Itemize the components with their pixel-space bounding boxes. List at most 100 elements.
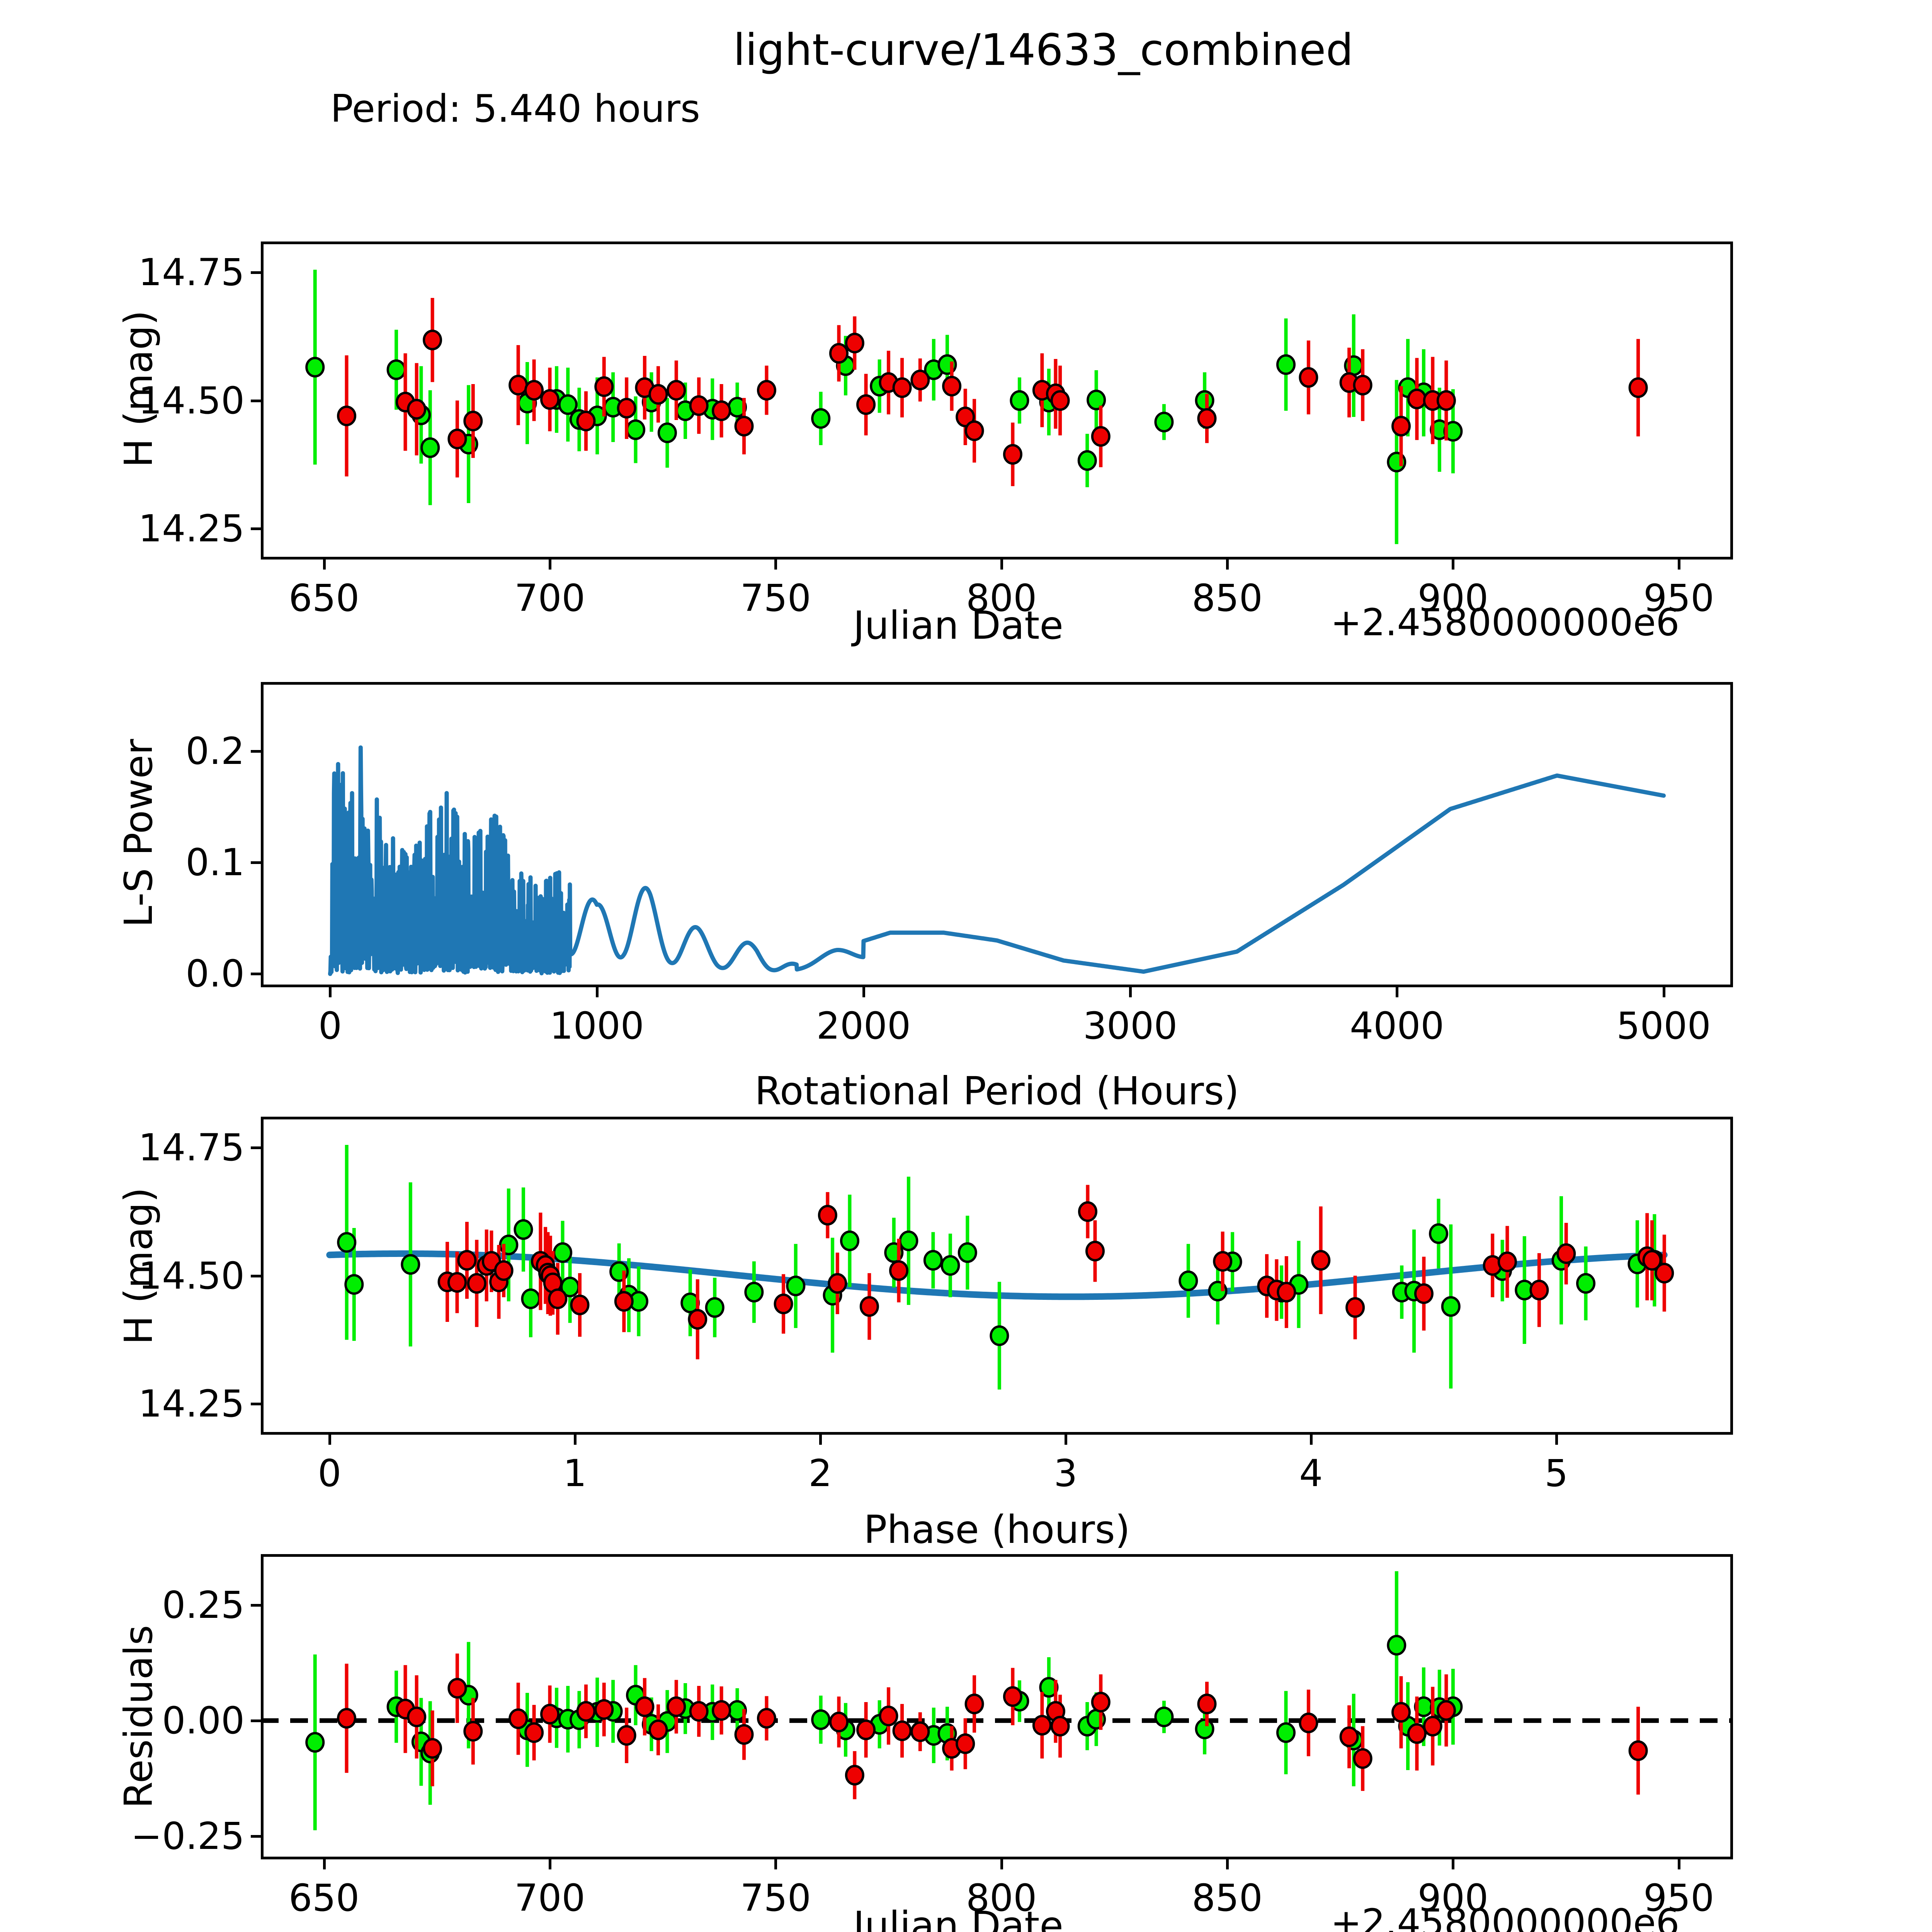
data-point [734, 416, 754, 437]
panel-residuals [261, 1554, 1733, 1859]
data-point [1299, 367, 1318, 388]
data-point [447, 1678, 467, 1699]
xtick-mark [1226, 560, 1229, 570]
data-point [576, 410, 596, 432]
series-green [337, 1145, 1664, 1390]
data-point [407, 399, 427, 420]
ytick-label: 14.50 [138, 379, 245, 422]
panel-phase-plot [326, 1145, 1674, 1390]
ytick-mark [251, 271, 261, 274]
data-point [1003, 444, 1022, 465]
data-point [879, 1706, 898, 1726]
data-point [386, 359, 406, 380]
panel-lightcurve-xlabel: Julian Date [853, 603, 1063, 648]
xtick-label: 900 [1417, 577, 1489, 620]
xtick-mark [1310, 1435, 1313, 1445]
data-point [521, 1288, 541, 1309]
data-point [1085, 1241, 1105, 1262]
xtick-label: 2 [808, 1452, 832, 1495]
xtick-label: 4 [1299, 1452, 1323, 1495]
data-point [648, 384, 668, 405]
panel-residuals-xlabel: Julian Date [853, 1903, 1063, 1932]
panel-lightcurve-plot [305, 270, 1648, 544]
data-point [1436, 1700, 1456, 1721]
data-point [828, 1273, 847, 1294]
panel-lightcurve [261, 242, 1733, 560]
xtick-label: 650 [288, 577, 360, 620]
xtick-label: 750 [740, 577, 811, 620]
xtick-mark [329, 987, 332, 997]
data-point [1154, 1706, 1174, 1728]
xtick-mark [1064, 1435, 1067, 1445]
panel-periodogram-frame [261, 682, 1733, 987]
data-point [956, 406, 975, 427]
panel-phase [261, 1117, 1733, 1435]
data-point [923, 1250, 943, 1271]
ytick-mark [251, 1604, 261, 1607]
data-point [1195, 1718, 1214, 1740]
data-point [734, 1724, 754, 1745]
data-point [648, 1719, 668, 1740]
data-point [1407, 388, 1427, 410]
data-point [1299, 1713, 1318, 1733]
ytick-mark [251, 861, 261, 864]
ytick-label: 0.2 [185, 729, 245, 773]
data-point [626, 419, 646, 440]
periodogram-curve [328, 745, 1666, 976]
series-red [337, 1653, 1648, 1799]
xtick-mark [1000, 560, 1003, 570]
data-point [305, 357, 325, 378]
data-point [940, 1255, 960, 1276]
data-point [344, 1274, 364, 1295]
panel-periodogram-ylabel: L-S Power [116, 739, 161, 927]
xtick-mark [862, 987, 865, 997]
ytick-mark [251, 973, 261, 976]
ytick-mark [251, 1146, 261, 1149]
xtick-mark [548, 1859, 551, 1869]
ytick-label: 0.00 [162, 1699, 245, 1742]
data-point [1436, 390, 1456, 411]
data-point [829, 1711, 849, 1733]
data-point [1003, 1686, 1022, 1707]
data-point [892, 1720, 912, 1742]
ytick-label: 14.75 [138, 250, 245, 294]
data-point [667, 1696, 686, 1717]
data-point [1353, 1748, 1372, 1769]
data-point [712, 400, 731, 421]
data-point [548, 1288, 568, 1309]
data-point [540, 389, 560, 410]
ytick-mark [251, 1274, 261, 1277]
data-point [553, 1242, 573, 1263]
data-point [1391, 1702, 1411, 1723]
data-point [558, 394, 578, 415]
data-point [1010, 390, 1029, 411]
data-point [509, 374, 528, 396]
data-point [757, 380, 776, 401]
figure-subtitle: Period: 5.440 hours [330, 87, 700, 131]
ytick-label: −0.25 [131, 1815, 245, 1858]
xtick-mark [774, 560, 777, 570]
data-point [1091, 1692, 1111, 1713]
data-point [744, 1282, 764, 1303]
ytick-mark [251, 1835, 261, 1838]
data-point [570, 1294, 590, 1315]
data-point [1529, 1279, 1549, 1301]
data-point [856, 1719, 876, 1740]
data-point [509, 1708, 528, 1729]
data-point [457, 1250, 477, 1271]
data-point [540, 1704, 560, 1725]
xtick-label: 1 [563, 1452, 587, 1495]
xtick-label: 650 [288, 1876, 360, 1920]
data-point [774, 1293, 793, 1315]
data-point [635, 1696, 655, 1717]
xtick-mark [573, 1435, 577, 1445]
data-point [494, 1260, 514, 1281]
data-point [712, 1700, 731, 1721]
data-point [617, 1725, 636, 1746]
data-point [1497, 1251, 1517, 1272]
data-point [1628, 377, 1648, 398]
data-point [688, 1309, 707, 1330]
xtick-mark [1452, 560, 1455, 570]
data-point [757, 1708, 776, 1729]
data-point [576, 1701, 596, 1722]
